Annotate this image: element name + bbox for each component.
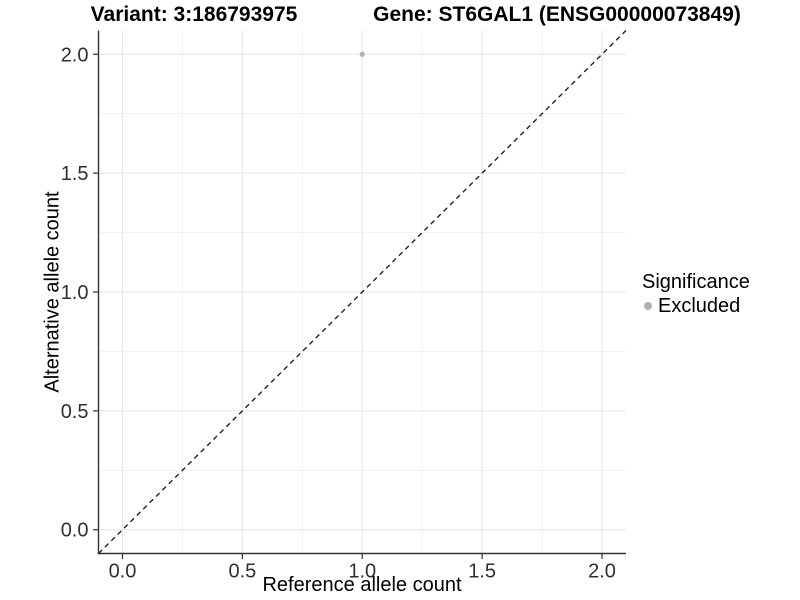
legend-title: Significance	[642, 271, 750, 293]
gene-title: Gene: ST6GAL1 (ENSG00000073849)	[373, 3, 741, 26]
legend-item-excluded: Excluded	[642, 294, 750, 318]
x-axis-title: Reference allele count	[262, 574, 462, 596]
legend-item-label: Excluded	[658, 295, 741, 317]
identity-dashed-line	[98, 30, 627, 554]
x-tick-label: 0.5	[228, 561, 256, 583]
x-tick-label: 1.5	[468, 561, 496, 583]
data-point-excluded	[359, 51, 365, 57]
y-tick-label: 1.5	[61, 163, 89, 185]
legend: Significance Excluded	[642, 270, 750, 318]
y-tick-label: 2.0	[61, 44, 89, 66]
y-tick-label: 0.0	[61, 520, 89, 542]
x-tick-label: 0.0	[109, 561, 137, 583]
y-axis-title: Alternative allele count	[41, 191, 64, 393]
x-tick-label: 1.0	[348, 561, 376, 583]
x-tick-label: 2.0	[588, 561, 616, 583]
y-tick-label: 0.5	[61, 401, 89, 423]
y-tick-label: 1.0	[61, 282, 89, 304]
excluded-point-icon	[644, 302, 652, 310]
variant-title: Variant: 3:186793975	[90, 3, 298, 26]
